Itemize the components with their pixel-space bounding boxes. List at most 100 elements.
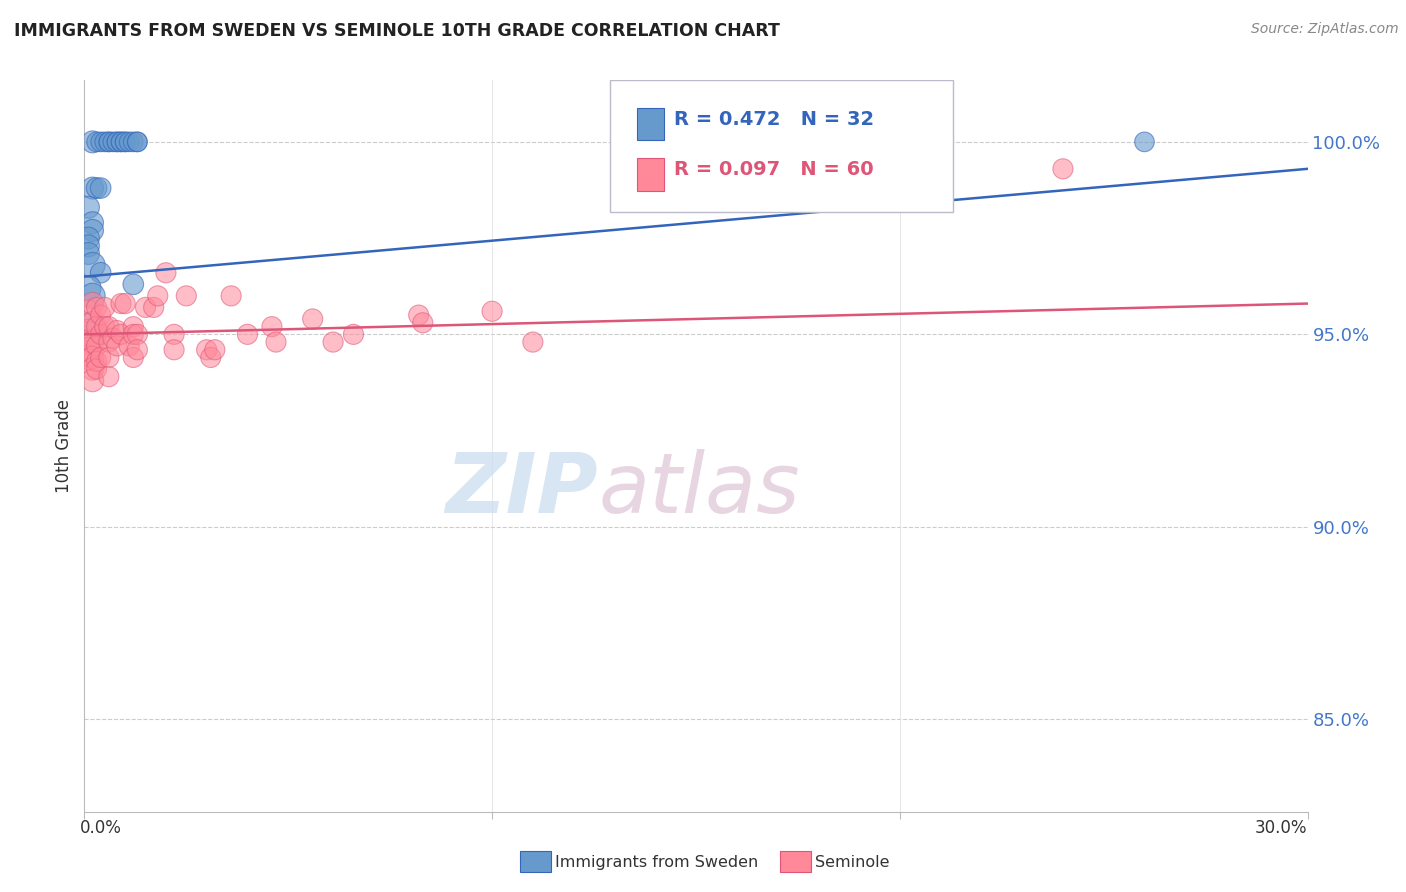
Point [127,343,149,357]
Point [97,369,120,384]
Point [82,351,104,365]
Point [101,135,124,149]
Point [155,266,177,280]
Point [77,343,100,357]
Point [82,223,104,237]
Point [82,334,104,349]
Point [93,301,117,315]
Point [105,135,128,149]
Text: 30.0%: 30.0% [1256,820,1308,838]
Point [77,246,100,260]
Point [86,354,108,368]
Point [122,135,145,149]
Point [195,343,218,357]
Point [77,239,100,253]
Point [97,135,120,149]
Point [412,316,434,330]
Text: Source: ZipAtlas.com: Source: ZipAtlas.com [1251,22,1399,37]
Point [127,135,149,149]
Point [77,324,100,338]
Point [82,296,104,310]
Point [82,362,104,376]
Point [322,334,344,349]
Text: 0.0%: 0.0% [80,820,122,838]
Point [82,374,104,388]
Point [90,266,112,280]
Point [77,231,100,245]
Point [86,135,108,149]
Point [82,316,104,330]
Point [114,296,136,310]
Point [77,334,100,349]
Text: ZIP: ZIP [446,450,598,531]
Point [146,289,169,303]
Text: Seminole: Seminole [815,855,890,870]
Point [142,301,165,315]
Point [264,334,287,349]
Point [77,324,100,338]
Point [114,135,136,149]
Point [114,135,136,149]
Point [86,339,108,353]
Point [90,308,112,322]
Point [90,181,112,195]
Point [408,308,430,322]
Point [86,362,108,376]
Point [110,135,132,149]
Point [110,296,132,310]
Point [82,216,104,230]
Point [97,351,120,365]
Point [118,135,141,149]
Point [77,281,100,295]
Text: IMMIGRANTS FROM SWEDEN VS SEMINOLE 10TH GRADE CORRELATION CHART: IMMIGRANTS FROM SWEDEN VS SEMINOLE 10TH … [14,22,780,40]
Point [301,312,323,326]
Point [82,181,104,195]
Point [163,327,186,342]
Point [122,327,145,342]
Point [869,188,891,202]
Point [122,319,145,334]
Point [77,304,100,318]
Point [105,339,128,353]
Point [77,200,100,214]
Point [135,301,157,315]
Point [105,324,128,338]
Point [122,351,145,365]
Point [163,343,186,357]
Point [481,304,503,318]
Point [889,161,911,176]
Point [127,135,149,149]
Point [127,327,149,342]
Point [122,277,145,292]
Point [118,339,141,353]
Point [82,135,104,149]
Point [342,327,364,342]
Point [204,343,226,357]
Point [219,289,242,303]
Point [97,135,120,149]
Text: R = 0.472   N = 32: R = 0.472 N = 32 [673,110,875,128]
Point [200,351,222,365]
Point [77,351,100,365]
Point [90,327,112,342]
Point [86,181,108,195]
Text: atlas: atlas [598,450,800,531]
Point [82,258,104,272]
Point [90,351,112,365]
Bar [637,159,664,191]
Point [82,289,104,303]
Point [101,331,124,345]
Point [93,319,117,334]
Point [86,301,108,315]
Point [110,135,132,149]
FancyBboxPatch shape [610,80,953,212]
Point [522,334,544,349]
Point [110,327,132,342]
Point [97,334,120,349]
Point [1052,161,1074,176]
Point [93,135,117,149]
Text: R = 0.097   N = 60: R = 0.097 N = 60 [673,160,873,179]
Point [97,319,120,334]
Point [260,319,283,334]
Y-axis label: 10th Grade: 10th Grade [55,399,73,493]
